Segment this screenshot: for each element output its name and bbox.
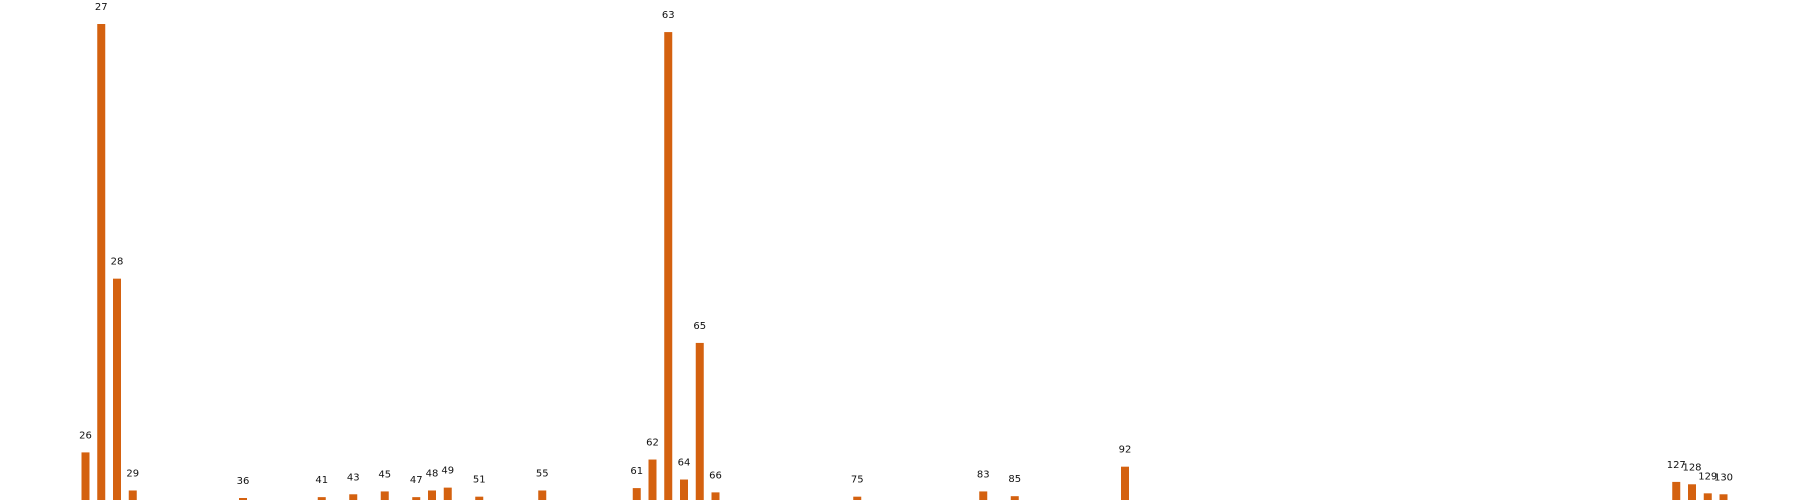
bar-65: [695, 342, 704, 500]
bar-51: [475, 496, 484, 500]
bar-127: [1672, 481, 1681, 500]
bar-label-41: 41: [315, 475, 328, 486]
bars-group: [81, 24, 1728, 500]
bar-66: [711, 492, 720, 500]
bar-label-75: 75: [851, 475, 864, 486]
bar-label-66: 66: [709, 470, 722, 481]
bar-29: [128, 490, 137, 500]
bar-label-128: 128: [1682, 462, 1701, 473]
bar-label-61: 61: [630, 466, 643, 477]
bar-41: [317, 497, 326, 500]
bar-47: [412, 497, 421, 500]
bar-26: [81, 452, 90, 500]
bar-label-47: 47: [410, 475, 423, 486]
bar-label-49: 49: [441, 466, 454, 477]
bar-label-83: 83: [977, 469, 990, 480]
bar-61: [632, 488, 641, 500]
bar-label-36: 36: [237, 476, 250, 487]
bar-45: [380, 491, 389, 500]
bar-55: [538, 490, 547, 500]
bar-label-45: 45: [378, 469, 391, 480]
bar-label-64: 64: [678, 458, 691, 469]
bar-92: [1121, 466, 1129, 500]
bar-label-27: 27: [95, 2, 108, 13]
bar-128: [1688, 484, 1696, 500]
bar-label-62: 62: [646, 438, 659, 449]
bar-48: [428, 490, 436, 500]
bar-label-63: 63: [662, 10, 675, 21]
bar-label-43: 43: [347, 472, 360, 483]
bar-130: [1719, 494, 1728, 500]
bar-129: [1703, 493, 1712, 500]
bar-label-28: 28: [111, 257, 124, 268]
bar-label-48: 48: [426, 468, 439, 479]
bar-label-85: 85: [1008, 474, 1021, 485]
bar-label-29: 29: [126, 468, 139, 479]
bar-83: [979, 491, 988, 500]
bar-63: [664, 32, 673, 500]
bar-27: [97, 24, 106, 500]
bar-64: [680, 479, 688, 500]
bar-49: [443, 487, 452, 500]
bar-62: [648, 459, 657, 500]
bar-label-51: 51: [473, 475, 486, 486]
bar-75: [853, 496, 862, 500]
bar-85: [1010, 496, 1019, 500]
bar-label-127: 127: [1667, 460, 1686, 471]
bar-36: [239, 498, 247, 500]
bar-label-130: 130: [1714, 472, 1733, 483]
bar-label-65: 65: [693, 321, 706, 332]
bar-43: [349, 494, 358, 500]
bar-label-55: 55: [536, 468, 549, 479]
bar-28: [113, 278, 121, 500]
bar-label-92: 92: [1119, 445, 1132, 456]
bar-label-26: 26: [79, 430, 92, 441]
bar-label-129: 129: [1698, 471, 1717, 482]
